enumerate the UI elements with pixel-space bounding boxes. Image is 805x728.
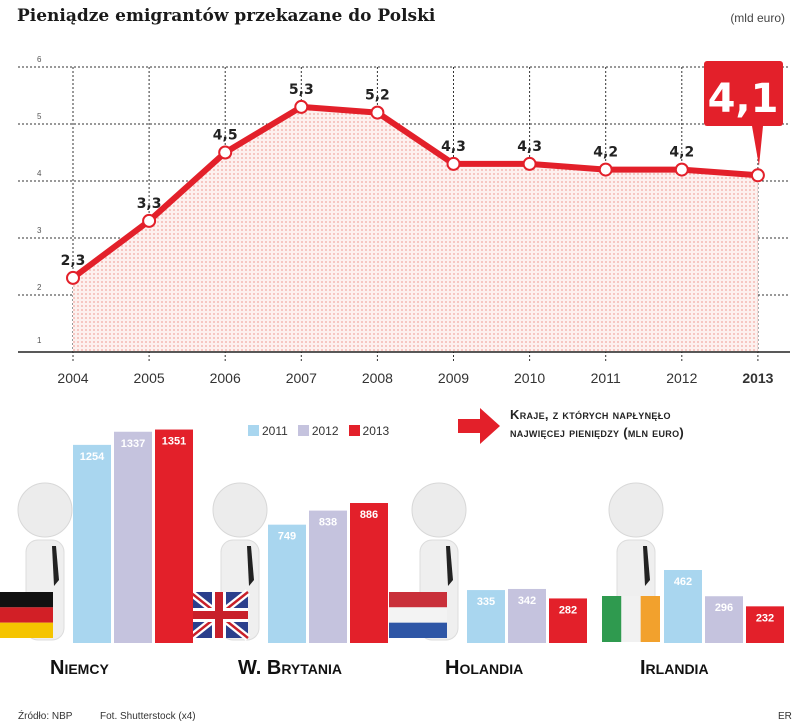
legend-item-2011: 2011 — [248, 424, 288, 438]
y-tick-label: 4 — [37, 169, 42, 178]
line-chart: 2004 2005 2006 2007 2008 2009 2010 2011 2012 2013… — [18, 55, 790, 386]
legend-swatch — [348, 425, 360, 436]
bar-2011 — [467, 590, 505, 643]
data-point — [218, 145, 233, 160]
bars-headline: Kraje, z których napłynęło najwięcej pie… — [510, 407, 685, 440]
x-tick-label: 2011 — [591, 370, 621, 386]
bar-2011 — [73, 444, 111, 643]
bar-value-label: 1254 — [80, 451, 105, 463]
bar-value-label: 296 — [715, 602, 733, 614]
data-point — [294, 99, 309, 114]
photo-credit: Fot. Shutterstock (x4) — [100, 711, 196, 722]
data-label: 4,5 — [213, 128, 238, 144]
data-label: 2,3 — [61, 253, 86, 269]
bar-2013 — [549, 598, 587, 643]
y-tick-label: 6 — [37, 55, 42, 64]
source-note: Źródło: NBP — [18, 711, 73, 722]
bar-2013 — [746, 606, 784, 643]
x-tick-label: 2005 — [134, 370, 165, 386]
data-label: 4,2 — [593, 145, 618, 161]
y-tick-label: 1 — [37, 336, 42, 345]
bar-value-label: 232 — [756, 612, 774, 624]
germany-flag-suitcase-icon — [0, 592, 53, 638]
series-line — [71, 103, 759, 281]
bar-2012 — [508, 588, 546, 643]
bar-value-label: 282 — [559, 604, 577, 616]
bar-value-label: 1351 — [162, 436, 186, 448]
data-label: 5,2 — [365, 88, 390, 104]
person-figure — [608, 482, 664, 641]
bar-2013 — [350, 503, 388, 643]
data-point — [674, 162, 689, 177]
x-tick-label: 2008 — [362, 370, 393, 386]
legend-swatch — [248, 425, 259, 436]
country-label-w-brytania: W. Brytania — [238, 657, 342, 679]
bar-value-label: 1337 — [121, 438, 145, 450]
data-label: 4,3 — [517, 139, 542, 155]
y-tick-label: 2 — [37, 283, 42, 292]
bar-2012 — [309, 510, 347, 643]
data-point — [446, 156, 461, 171]
data-label: 4,2 — [669, 145, 694, 161]
x-tick-label: 2012 — [666, 370, 697, 386]
bar-value-label: 838 — [319, 517, 337, 529]
bar-value-label: 749 — [278, 531, 296, 543]
person-figure — [212, 482, 268, 641]
legend-swatch — [297, 425, 309, 436]
unit-label: (mld euro) — [730, 11, 785, 25]
ireland-flag-suitcase-icon — [602, 596, 660, 642]
highlight-value: 4,1 — [708, 76, 779, 122]
x-tick-label: 2004 — [57, 370, 88, 386]
person-figure — [17, 482, 73, 641]
arrow-right-icon — [458, 408, 500, 444]
x-tick-label: 2010 — [514, 370, 545, 386]
chart-title: Pieniądze emigrantów przekazane do Polsk… — [17, 6, 436, 26]
bar-value-label: 335 — [477, 596, 495, 608]
data-point — [522, 156, 537, 171]
data-label: 5,3 — [289, 82, 314, 98]
bar-value-label: 886 — [360, 509, 378, 521]
x-tick-label: 2013 — [742, 370, 773, 386]
author-initials: ER — [778, 711, 792, 722]
data-point — [598, 162, 613, 177]
netherlands-flag-suitcase-icon — [389, 592, 447, 638]
data-point — [66, 270, 80, 285]
bar-2012 — [114, 431, 152, 643]
country-label-niemcy: Niemcy — [50, 657, 109, 679]
legend-item-2012: 2012 — [297, 424, 339, 438]
person-figure — [411, 482, 467, 641]
bar-legend: 2011 2012 2013 — [248, 424, 389, 438]
data-label: 3,3 — [137, 196, 162, 212]
bar-2012 — [705, 596, 743, 643]
bar-value-label: 462 — [674, 576, 692, 588]
country-label-holandia: Holandia — [445, 657, 524, 679]
uk-flag-suitcase-icon — [187, 589, 251, 641]
x-tick-label: 2007 — [286, 370, 317, 386]
data-point — [750, 168, 765, 183]
y-tick-label: 5 — [37, 112, 42, 121]
country-label-irlandia: Irlandia — [640, 657, 709, 679]
data-point — [370, 105, 385, 120]
bar-2011 — [664, 570, 702, 643]
bar-value-label: 342 — [518, 595, 536, 607]
y-tick-label: 3 — [37, 226, 42, 235]
x-tick-label: 2009 — [438, 370, 469, 386]
bar-2013 — [155, 429, 193, 643]
legend-item-2013: 2013 — [348, 424, 389, 438]
bar-2011 — [268, 524, 306, 643]
area-fill — [73, 106, 758, 353]
data-label: 4,3 — [441, 139, 466, 155]
x-tick-label: 2006 — [210, 370, 241, 386]
highlight-callout: 4,1 — [704, 61, 783, 166]
data-point — [142, 213, 157, 228]
